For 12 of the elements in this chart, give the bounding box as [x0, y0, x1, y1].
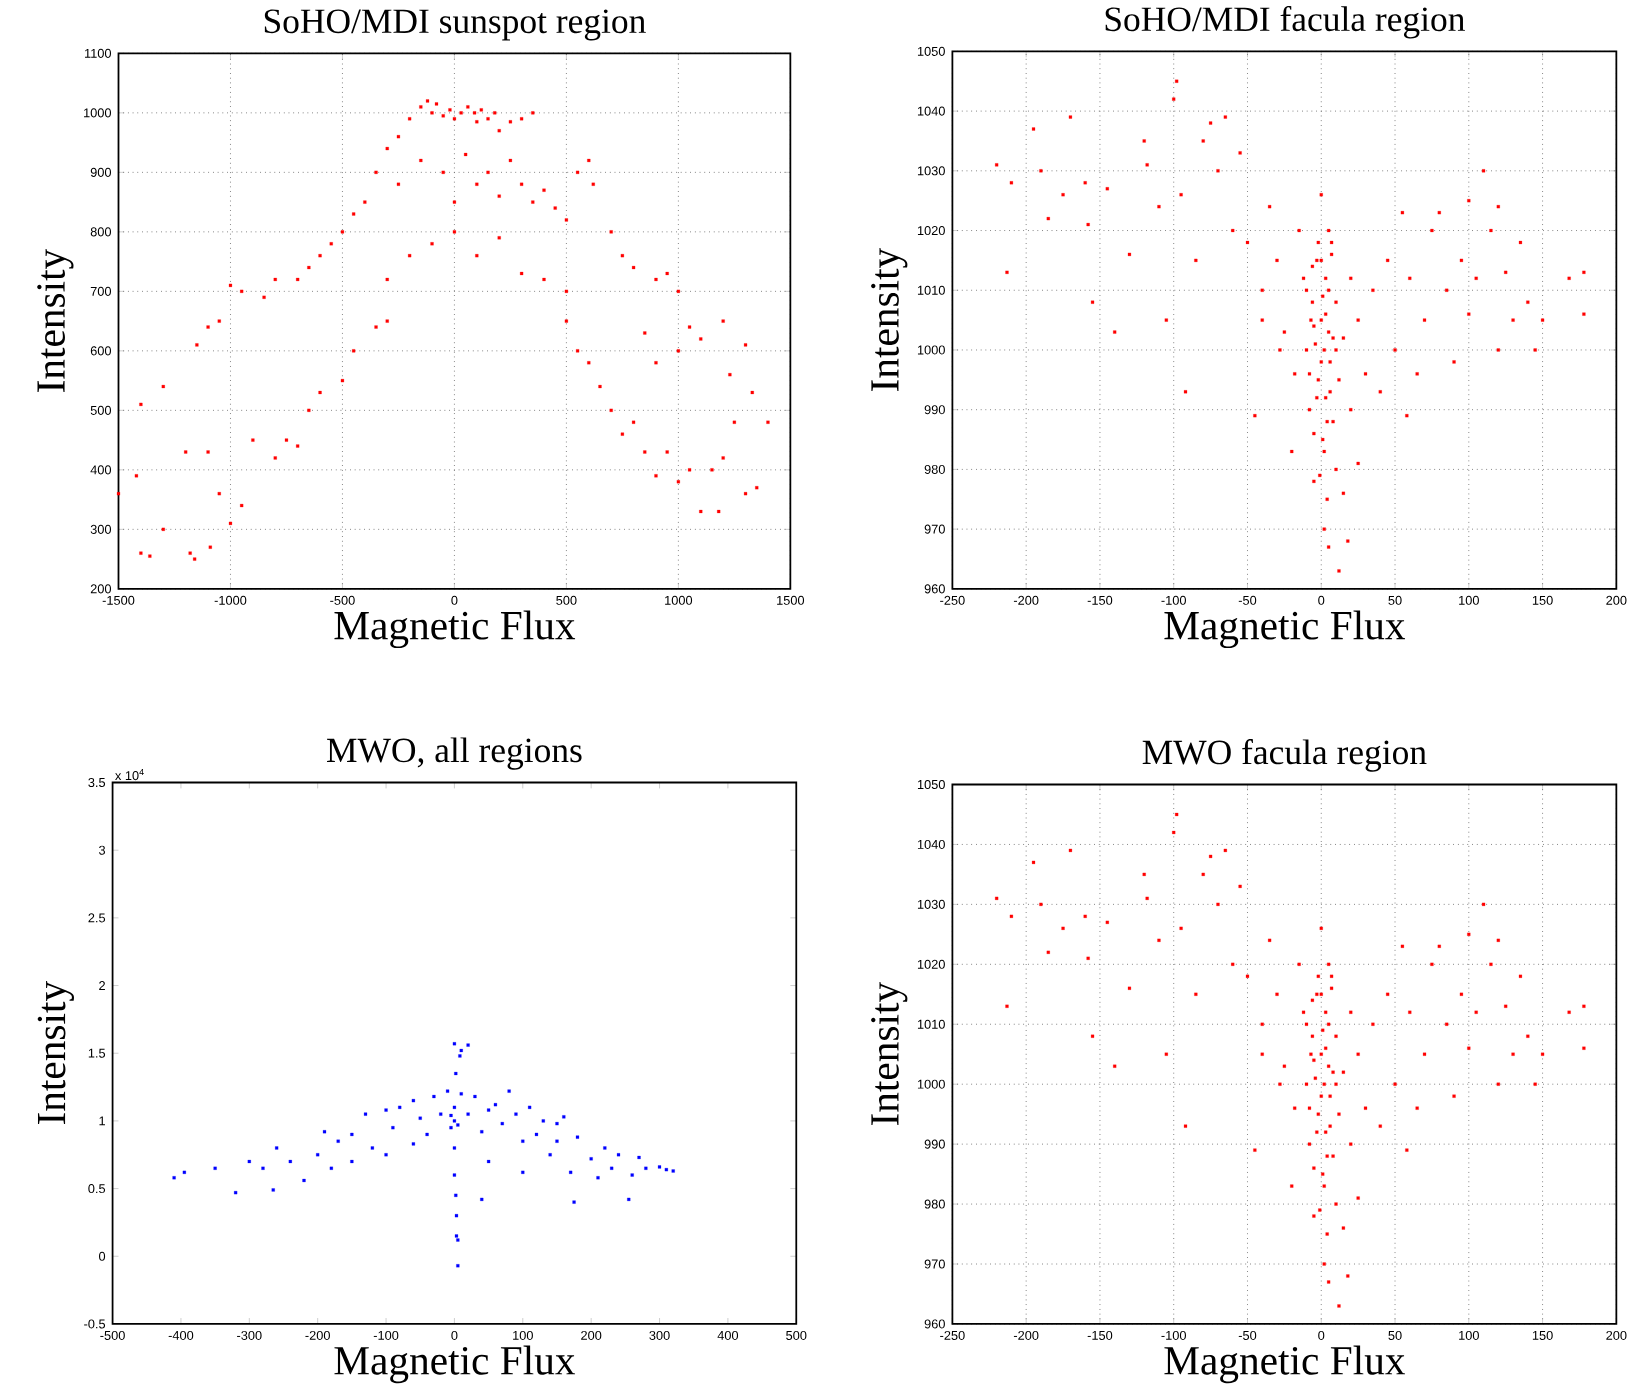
- x-axis-title: Magnetic Flux: [1164, 1346, 1406, 1384]
- x-axis-title: Magnetic Flux: [1164, 610, 1406, 649]
- y-axis-title: Intensity: [871, 982, 908, 1126]
- chart-title: MWO facula region: [1142, 739, 1427, 773]
- chart-title: MWO, all regions: [327, 737, 582, 771]
- chart-title: SoHO/MDI facula region: [1105, 6, 1465, 39]
- chart-title: SoHO/MDI sunspot region: [264, 9, 646, 41]
- y-axis-title: Intensity: [37, 981, 74, 1125]
- x-axis-title: Magnetic Flux: [334, 1346, 576, 1384]
- y-axis-title: Intensity: [871, 248, 908, 392]
- x-axis-title: Magnetic Flux: [334, 610, 576, 649]
- y-axis-title: Intensity: [37, 249, 74, 393]
